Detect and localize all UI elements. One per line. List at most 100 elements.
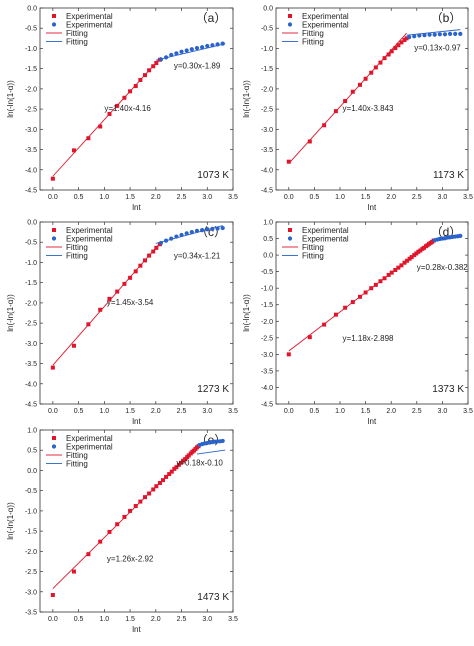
x-tick-label: 3.0 [202,194,212,201]
data-point-experimental-square [151,249,156,254]
legend-entry: Fitting [302,38,324,47]
data-point-experimental-square [86,322,91,327]
y-tick-label: -4.5 [25,188,37,195]
y-axis-label: ln(-ln(1-α)) [242,294,251,332]
y-tick-label: -1.0 [261,46,273,53]
data-point-experimental-square [399,263,404,268]
x-tick-label: 2.0 [151,616,161,623]
data-point-experimental-square [107,296,112,301]
data-point-experimental-circle [205,227,210,232]
data-point-experimental-square [333,109,338,114]
x-tick-label: 1.0 [99,194,109,201]
y-tick-label: -2.0 [261,319,273,326]
legend-circle-symbol [287,22,293,27]
data-point-experimental-square [393,46,398,51]
legend-entry: Fitting [66,451,88,460]
x-tick-label: 2.5 [177,194,187,201]
data-point-experimental-circle [427,32,432,37]
y-tick-label: -3.0 [261,352,273,359]
data-point-experimental-circle [163,55,169,60]
data-point-experimental-square [286,159,291,164]
y-tick-label: -4.5 [261,402,273,409]
data-point-experimental-circle [458,233,463,238]
data-point-experimental-square [98,539,103,544]
fit-equation: y=1.18x-2.898 [343,334,394,343]
data-point-experimental-square [122,514,127,519]
y-tick-label: -2.5 [25,321,37,328]
y-tick-label: -3.0 [25,127,37,134]
temperature-label: 1473 K [197,592,229,603]
data-point-experimental-square [378,60,383,65]
x-tick-label: 2.5 [412,408,422,415]
legend-square-symbol [52,436,56,440]
data-point-experimental-square [322,322,327,327]
data-point-experimental-square [138,77,143,82]
data-point-experimental-square [128,275,133,280]
data-point-experimental-square [404,36,409,41]
y-tick-label: -0.5 [25,240,37,247]
data-point-experimental-circle [417,33,422,38]
fit-equation: y=0.30x-1.89 [174,62,221,71]
plot-frame [275,221,469,405]
data-point-experimental-circle [220,225,225,231]
x-tick-label: 1.5 [361,194,371,201]
panel-c: 0.0 0.5 1.0 1.5 2.0 2.5 3.0 3.5 0.0 -0.5 -1.0 -1.5 -… [6,220,238,427]
data-point-experimental-circle [437,32,442,37]
x-tick-label: 2.0 [151,408,161,415]
data-point-experimental-square [322,123,327,128]
data-point-experimental-square [414,251,419,256]
x-tick-label: 0.5 [74,194,84,201]
y-tick-label: -0.5 [25,26,37,33]
y-axis-label: ln(-ln(1-α)) [6,294,15,332]
data-point-experimental-square [409,255,414,260]
data-point-experimental-circle [194,228,200,233]
data-point-experimental-square [183,457,188,462]
panel-a: 0.0 0.5 1.0 1.5 2.0 2.5 3.0 3.5 0.0 -0.5 -1.0 -1.5 -… [6,6,238,213]
data-point-experimental-circle [215,226,220,231]
x-tick-label: 3.5 [463,408,473,415]
legend-circle-symbol [51,22,57,27]
data-point-experimental-square [418,248,423,253]
x-tick-label: 2.0 [386,194,396,201]
temperature-label: 1273 K [197,384,229,395]
x-axis-label: lnt [132,203,141,212]
legend-entry: Fitting [66,29,88,38]
data-point-experimental-square [86,136,91,141]
fit-equation: y=0.28x-0.382 [417,263,468,272]
x-tick-label: 1.0 [335,408,345,415]
data-point-experimental-square [107,529,112,534]
data-point-experimental-square [50,365,55,370]
panel-b: 0.0 0.5 1.0 1.5 2.0 2.5 3.0 3.5 0.0 -0.5 -1.0 -1.5 -… [242,6,473,213]
data-point-experimental-square [98,124,103,129]
plot-frame [275,7,469,191]
y-tick-label: -4.5 [25,402,37,409]
data-point-experimental-square [161,478,166,483]
y-tick-label: -1.5 [25,529,37,536]
data-point-experimental-square [128,508,133,513]
x-axis-label: lnt [132,417,141,426]
legend-entry: Experimental [302,235,349,244]
data-point-experimental-square [386,52,391,57]
y-tick-label: 0.0 [27,468,37,475]
data-point-experimental-square [128,89,133,94]
panel-e: 0.0 0.5 1.0 1.5 2.0 2.5 3.0 3.5 1.0 0.5 0.0 -0.5 -1.… [6,428,238,635]
data-point-experimental-circle [220,438,225,444]
data-point-experimental-circle [158,240,164,246]
legend-circle-symbol [51,444,57,449]
x-tick-label: 0.0 [284,194,294,201]
x-tick-label: 1.5 [125,194,135,201]
data-point-experimental-circle [174,51,179,56]
y-tick-label: -4.0 [25,381,37,388]
data-point-experimental-circle [169,52,174,58]
x-tick-label: 3.0 [202,616,212,623]
data-point-experimental-square [382,276,387,281]
fitting-line [52,241,162,366]
fitting-line [406,29,461,36]
fit-equation: y=1.26x-2.92 [107,554,154,563]
data-point-experimental-square [167,472,172,477]
data-point-experimental-square [357,294,362,299]
data-point-experimental-square [172,466,177,471]
data-point-experimental-square [373,65,378,70]
legend-circle-symbol [287,236,293,241]
